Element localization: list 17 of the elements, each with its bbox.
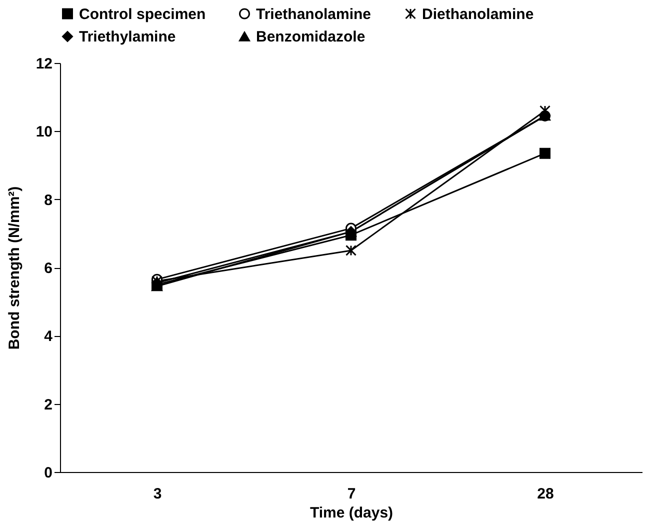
- y-tick-label: 12: [36, 56, 52, 72]
- legend-label: Benzomidazole: [256, 28, 366, 46]
- y-tick-label: 6: [44, 260, 52, 277]
- y-tick-label: 8: [44, 192, 52, 209]
- legend-label: Triethylamine: [79, 28, 176, 46]
- y-tick-label: 2: [44, 396, 52, 414]
- y-tick-label: 0: [44, 464, 52, 482]
- x-axis-title: Time (days): [310, 504, 394, 522]
- x-tick-label: 28: [537, 486, 554, 502]
- legend-label: Control specimen: [79, 6, 206, 23]
- y-tick-label: 10: [36, 124, 52, 141]
- y-axis-title: Bond strength (N/mm²): [6, 186, 23, 350]
- x-tick-label: 7: [347, 486, 356, 502]
- x-tick-label: 3: [153, 486, 162, 502]
- y-tick-label: 4: [44, 328, 54, 346]
- legend-label: Diethanolamine: [422, 6, 534, 23]
- legend-label: Triethanolamine: [256, 6, 372, 23]
